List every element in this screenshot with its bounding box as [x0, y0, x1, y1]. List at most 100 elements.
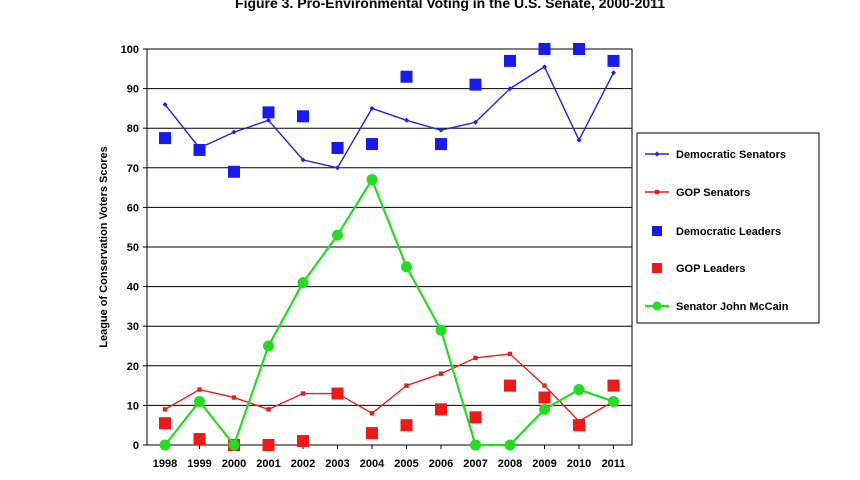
data-point: [538, 391, 551, 404]
data-point: [404, 117, 409, 123]
legend-label: Democratic Senators: [676, 149, 786, 161]
series-gop-leaders: [159, 379, 620, 451]
axes: [143, 48, 633, 449]
y-tick-label: 80: [127, 123, 139, 135]
data-point: [262, 106, 275, 119]
data-point: [297, 435, 309, 448]
legend-item: Senator John McCain: [645, 301, 789, 313]
x-tick-labels: 1998 1999 2000 2001 2002 2003 2004 2005 2006 2007…: [153, 458, 626, 470]
data-point: [266, 117, 271, 123]
data-point: [159, 417, 171, 430]
data-point: [438, 371, 444, 376]
data-point: [400, 419, 413, 432]
data-point: [435, 324, 447, 336]
data-point: [231, 129, 237, 135]
data-point: [331, 387, 344, 400]
x-tick-label: 2010: [567, 458, 591, 470]
x-tick-label: 2003: [325, 458, 349, 470]
x-tick-label: 2004: [360, 458, 385, 470]
data-point: [607, 54, 620, 67]
legend-label: Senator John McCain: [676, 301, 789, 313]
data-point: [504, 54, 516, 67]
data-point: [263, 340, 274, 352]
x-tick-label: 1998: [153, 458, 177, 470]
data-point: [162, 407, 168, 412]
x-tick-label: 2000: [222, 458, 246, 470]
x-tick-label: 2005: [394, 458, 418, 470]
y-axis-label: League of Conservation Voters Scores: [98, 146, 110, 348]
data-point: [607, 379, 620, 392]
data-point: [542, 383, 547, 388]
data-point: [573, 43, 585, 55]
data-point: [611, 70, 616, 76]
data-point: [366, 174, 378, 186]
data-point: [435, 403, 447, 416]
legend-swatch-marker: [654, 151, 660, 157]
data-point: [366, 427, 378, 440]
legend-box: [636, 132, 820, 324]
data-point: [504, 379, 516, 392]
data-point: [335, 165, 340, 171]
data-point: [162, 101, 168, 107]
legend-swatch-marker: [654, 189, 660, 195]
y-tick-label: 100: [121, 44, 139, 56]
series-senator-john-mccain: [159, 174, 619, 451]
x-tick-label: 2011: [602, 458, 626, 470]
data-point: [538, 43, 551, 55]
legend: Democratic Senators GOP Senators Democrati…: [636, 132, 820, 324]
data-point: [473, 355, 478, 361]
data-point: [470, 439, 481, 451]
data-point: [332, 229, 343, 241]
x-tick-label: 1999: [187, 458, 211, 470]
legend-swatch-marker: [652, 226, 662, 236]
y-tick-label: 90: [127, 84, 139, 96]
x-tick-label: 2002: [291, 458, 315, 470]
data-point: [435, 138, 447, 151]
data-point: [469, 78, 482, 91]
data-point: [401, 261, 412, 273]
legend-item: Democratic Senators: [645, 149, 786, 161]
legend-label: Democratic Leaders: [676, 226, 781, 238]
data-point: [159, 132, 171, 145]
series-democratic-leaders: [159, 43, 620, 178]
x-tick-label: 2008: [498, 458, 522, 470]
data-point: [331, 142, 344, 154]
y-tick-label: 60: [127, 202, 139, 214]
data-point: [507, 86, 513, 92]
data-point: [262, 439, 275, 451]
y-tick-label: 20: [127, 361, 139, 373]
data-point: [193, 143, 206, 156]
data-point: [539, 403, 550, 415]
legend-item: GOP Leaders: [652, 263, 746, 275]
data-point: [300, 391, 306, 396]
y-tick-label: 50: [127, 242, 139, 254]
x-tick-label: 2009: [532, 458, 556, 470]
data-point: [369, 105, 375, 111]
y-tick-labels: 0 10 20 30 40 50 60 70 80 90 100: [121, 44, 139, 452]
legend-label: GOP Senators: [676, 187, 750, 199]
series-line: [164, 65, 615, 169]
series-line: [164, 177, 614, 448]
series-layer: [159, 43, 620, 451]
data-point: [159, 439, 171, 451]
data-point: [469, 411, 482, 424]
x-tick-label: 2006: [429, 458, 453, 470]
y-tick-label: 30: [127, 321, 139, 333]
data-point: [193, 433, 206, 446]
data-point: [297, 277, 309, 289]
data-point: [300, 157, 306, 163]
data-point: [438, 127, 444, 133]
data-point: [473, 119, 478, 125]
data-point: [231, 395, 237, 400]
data-point: [369, 411, 375, 416]
y-tick-label: 10: [127, 400, 139, 412]
data-point: [266, 407, 271, 412]
data-point: [197, 387, 202, 392]
data-point: [400, 70, 413, 83]
data-point: [504, 439, 516, 451]
x-tick-label: 2001: [256, 458, 280, 470]
legend-swatch-marker: [652, 301, 662, 311]
data-point: [573, 419, 585, 432]
data-point: [297, 110, 309, 123]
